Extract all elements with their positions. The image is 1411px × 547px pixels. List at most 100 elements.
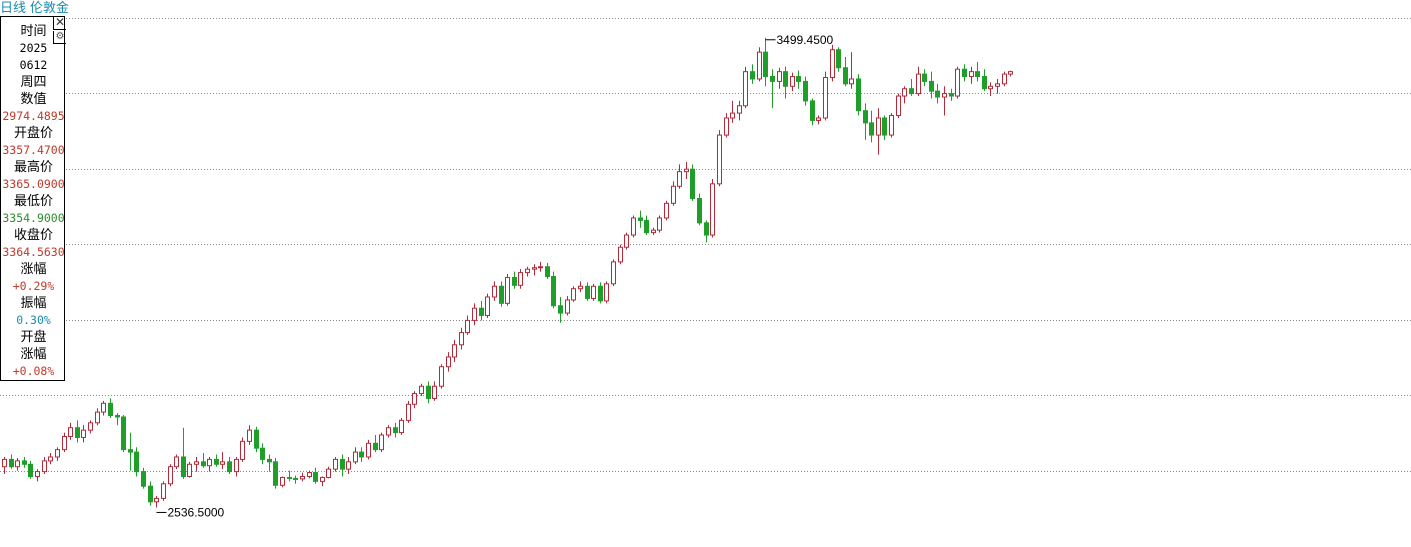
- candle: [750, 64, 755, 84]
- candle: [525, 266, 530, 277]
- candle: [876, 108, 881, 155]
- candle: [578, 281, 583, 293]
- candle: [869, 110, 874, 143]
- candle: [214, 454, 219, 467]
- candle-body-down: [108, 402, 113, 417]
- candle-body-up: [988, 85, 993, 90]
- candle: [234, 456, 239, 477]
- candle-body-down: [869, 122, 874, 136]
- candle: [134, 447, 139, 477]
- candle: [598, 282, 603, 304]
- candle-body-up: [174, 456, 179, 468]
- candle: [571, 286, 576, 302]
- candle-body-up: [280, 476, 285, 486]
- candle: [459, 327, 464, 350]
- candle-body-up: [823, 77, 828, 119]
- candle-body-down: [260, 447, 265, 460]
- candle: [174, 454, 179, 470]
- candle-body-up: [505, 276, 510, 304]
- candle: [379, 432, 384, 453]
- candle-body-down: [359, 451, 364, 458]
- candle-body-up: [234, 458, 239, 473]
- candle-body-down: [810, 100, 815, 121]
- candle: [803, 76, 808, 106]
- candle-body-up: [353, 451, 358, 463]
- candle: [168, 464, 173, 487]
- candle: [545, 262, 550, 279]
- candle: [651, 227, 656, 236]
- candle: [194, 456, 199, 472]
- candle: [426, 381, 431, 404]
- candle: [777, 67, 782, 89]
- candle: [1002, 71, 1007, 87]
- candle: [863, 103, 868, 140]
- candle: [187, 461, 192, 478]
- candle-body-up: [432, 385, 437, 399]
- candle: [359, 447, 364, 462]
- candle-body-down: [763, 51, 768, 78]
- candle: [161, 481, 166, 501]
- candle: [492, 281, 497, 301]
- candle: [684, 161, 689, 179]
- candle-body-down: [982, 76, 987, 90]
- candle: [260, 443, 265, 465]
- min-price-label: 2536.5000: [168, 505, 225, 519]
- candle: [671, 181, 676, 206]
- candle-body-down: [690, 168, 695, 199]
- candle: [115, 413, 120, 426]
- candle-body-up: [15, 460, 20, 468]
- candle: [518, 269, 523, 289]
- candle: [790, 72, 795, 92]
- gear-icon[interactable]: ⚙: [53, 31, 66, 44]
- candle-body-up: [1002, 73, 1007, 85]
- candle-body-up: [664, 202, 669, 219]
- candle: [505, 274, 510, 306]
- candle-body-down: [293, 477, 298, 480]
- candle-body-up: [452, 344, 457, 358]
- candle-body-up: [651, 229, 656, 234]
- candle-body-up: [677, 171, 682, 187]
- candle-body-down: [267, 458, 272, 463]
- candle: [810, 98, 815, 126]
- candle: [942, 86, 947, 116]
- candle-body-up: [300, 475, 305, 480]
- candle: [121, 415, 126, 453]
- candle: [479, 300, 484, 321]
- candle-body-up: [849, 78, 854, 85]
- info-row-16: 振幅: [20, 295, 47, 310]
- candle: [439, 364, 444, 389]
- candle: [737, 100, 742, 121]
- close-icon[interactable]: ✕: [53, 15, 66, 30]
- candle: [856, 74, 861, 116]
- candle: [730, 100, 735, 123]
- candle: [287, 470, 292, 482]
- candle-body-up: [333, 458, 338, 470]
- candle: [2, 456, 7, 475]
- candle: [386, 425, 391, 438]
- candle-body-down: [426, 385, 431, 399]
- candle-body-up: [565, 299, 570, 314]
- candle-body-down: [545, 266, 550, 277]
- candle-body-up: [307, 472, 312, 477]
- period-label[interactable]: 日线: [0, 0, 27, 15]
- candle-body-up: [247, 429, 252, 442]
- candle-body-down: [962, 68, 967, 78]
- candle: [512, 271, 517, 289]
- candle: [796, 70, 801, 89]
- candle-body-down: [134, 451, 139, 473]
- candle: [333, 456, 338, 472]
- candle-body-up: [538, 266, 543, 269]
- info-row-18: 开盘: [20, 329, 47, 344]
- candle-body-up: [518, 272, 523, 286]
- candle-body-down: [551, 276, 556, 307]
- candle: [902, 86, 907, 104]
- candle: [823, 71, 828, 121]
- instrument-name: 伦敦金: [30, 0, 70, 15]
- candle: [320, 476, 325, 487]
- candle: [830, 44, 835, 82]
- candle-body-up: [571, 288, 576, 301]
- candle-body-up: [876, 117, 881, 136]
- candle: [181, 427, 186, 479]
- info-row-20: +0.08%: [12, 364, 55, 378]
